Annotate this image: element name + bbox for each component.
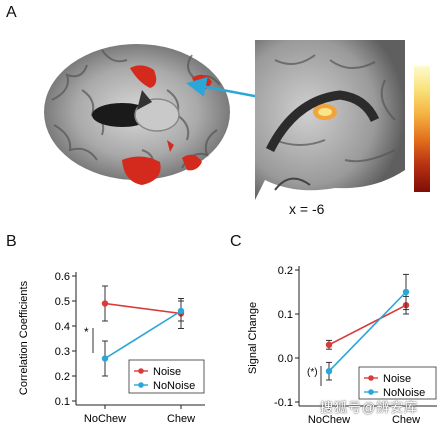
c-legend-swatch-dot xyxy=(368,389,374,395)
b-data-point xyxy=(101,300,109,307)
c-legend-label: NoNoise xyxy=(383,387,425,399)
b-y-tick-label: 0.1 xyxy=(55,396,70,408)
c-y-axis-label: Signal Change xyxy=(247,302,259,374)
panel-label-b: B xyxy=(6,233,17,250)
c-significance-mark: (*) xyxy=(307,367,318,378)
c-x-tick-label: Chew xyxy=(392,414,420,426)
c-legend-swatch-dot xyxy=(368,375,374,381)
c-legend-label: Noise xyxy=(383,373,411,385)
panel-label-c: C xyxy=(230,233,242,250)
c-y-tick-label: 0.2 xyxy=(278,265,293,277)
b-y-tick-label: 0.2 xyxy=(55,371,70,383)
b-data-point xyxy=(101,355,109,362)
c-series-line-0 xyxy=(328,304,407,346)
b-legend-swatch-dot xyxy=(138,368,144,374)
b-y-axis-label: Correlation Coefficients xyxy=(18,280,30,395)
b-x-tick-label: NoChew xyxy=(84,413,126,425)
c-legend-box xyxy=(358,366,437,400)
b-legend-label: Noise xyxy=(153,366,181,378)
b-series-line-0 xyxy=(104,302,182,315)
chart-b: Correlation Coefficients 0.1 0.2 0.3 0.4 0.5… xyxy=(18,271,205,425)
c-data-point xyxy=(325,368,333,375)
panel-label-a: A xyxy=(6,4,17,21)
chart-c: Signal Change -0.1 0.0 0.1 0.2 NoChew Chew (… xyxy=(247,265,437,426)
coordinate-label: x = -6 xyxy=(289,201,325,217)
c-y-tick-label: -0.1 xyxy=(274,397,293,409)
c-data-point xyxy=(325,341,333,348)
c-series-line-1 xyxy=(328,291,407,372)
sagittal-brain-slice xyxy=(255,40,405,200)
b-legend-swatch-dot xyxy=(138,382,144,388)
activation-cluster-upper xyxy=(130,65,157,88)
b-y-tick-label: 0.5 xyxy=(55,296,70,308)
c-y-tick-label: 0.0 xyxy=(278,353,293,365)
watermark: 搜狐号@辨安库 xyxy=(320,400,419,415)
c-x-tick-label: NoChew xyxy=(308,414,350,426)
colorbar xyxy=(414,66,430,192)
axial-brain-slice xyxy=(44,44,230,185)
c-data-point xyxy=(402,288,410,296)
b-y-tick-label: 0.3 xyxy=(55,346,70,358)
b-y-tick-label: 0.4 xyxy=(55,321,70,333)
b-y-tick-label: 0.6 xyxy=(55,271,70,283)
c-y-tick-label: 0.1 xyxy=(278,309,293,321)
b-x-tick-label: Chew xyxy=(167,413,195,425)
b-significance-mark: * xyxy=(84,325,89,339)
corpus-callosum xyxy=(265,90,380,153)
b-series-line-1 xyxy=(104,310,182,360)
b-data-point xyxy=(177,307,185,315)
activation-cluster-lower xyxy=(122,156,161,185)
b-legend-label: NoNoise xyxy=(153,380,195,392)
